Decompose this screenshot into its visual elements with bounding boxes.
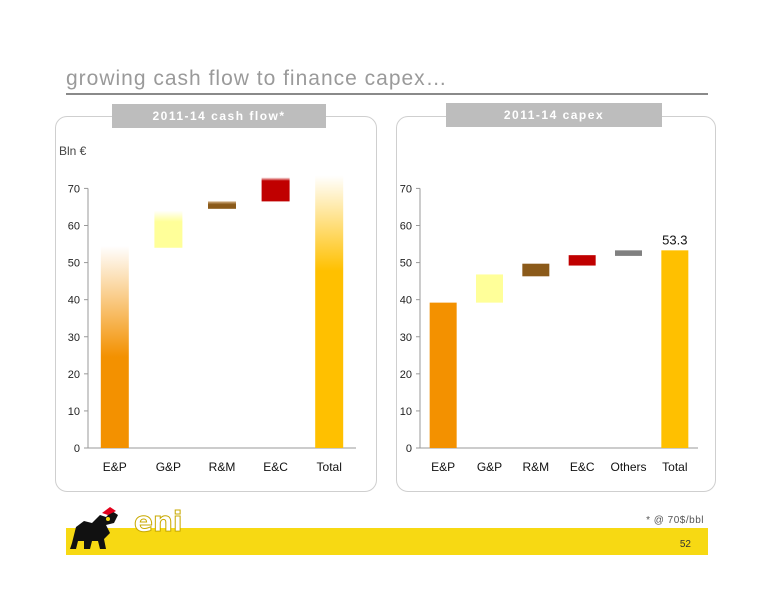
capex-header: 2011-14 capex [446,103,662,127]
slide-title: growing cash flow to finance capex… [66,67,448,90]
capex-chart: 0 10 20 30 40 50 60 70 E&P G&P R&M E&C Others 53.3 Tot… [400,183,698,474]
page-number: 52 [679,539,691,550]
y-tick-label: 50 [68,258,80,270]
y-tick-label: 0 [406,443,412,455]
cash-flow-chart: 0 10 20 30 40 50 60 70 E&P G&P R&M E&C Total [68,175,356,474]
cash-flow-header: 2011-14 cash flow* [112,104,326,128]
eni-logo-text: eni [134,505,184,539]
x-tick-label: E&P [431,460,455,474]
y-tick-label: 20 [68,369,80,381]
y-tick-label: 20 [400,369,412,381]
y-tick-label: 70 [400,183,412,195]
x-tick-label: R&M [209,460,236,474]
y-tick-label: 60 [68,221,80,233]
x-tick-label: E&C [263,460,288,474]
x-tick-label: Total [317,460,342,474]
y-tick-label: 40 [68,295,80,307]
bar-gp [154,210,183,248]
y-tick-label: 60 [400,221,412,233]
footer-bar [66,528,708,555]
bar-ec [568,255,596,266]
bar-total [661,250,689,448]
x-tick-label: Others [610,460,646,474]
x-tick-label: Total [662,460,687,474]
bar-rm [208,201,236,209]
x-tick-label: R&M [522,460,549,474]
x-tick-label: E&C [570,460,595,474]
data-label: 53.3 [662,232,687,247]
bar-total [315,175,344,448]
y-tick-label: 10 [68,406,80,418]
x-tick-label: G&P [156,460,181,474]
unit-label: Bln € [59,144,87,158]
x-tick-label: G&P [477,460,502,474]
y-tick-label: 70 [68,183,80,195]
bar-rm [522,263,550,277]
bar-gp [476,274,503,303]
title-underline [66,93,708,95]
eni-logo [66,505,176,555]
y-tick-label: 0 [74,443,80,455]
six-legged-dog-icon [70,507,118,549]
bar-ep [429,302,457,448]
y-tick-label: 10 [400,406,412,418]
x-tick-label: E&P [103,460,127,474]
y-tick-label: 30 [400,332,412,344]
y-tick-label: 50 [400,258,412,270]
bar-ec [261,177,290,202]
y-tick-label: 30 [68,332,80,344]
y-tick-label: 40 [400,295,412,307]
bar-others [615,250,642,256]
bar-ep [100,245,129,448]
footnote: * @ 70$/bbl [646,515,704,526]
